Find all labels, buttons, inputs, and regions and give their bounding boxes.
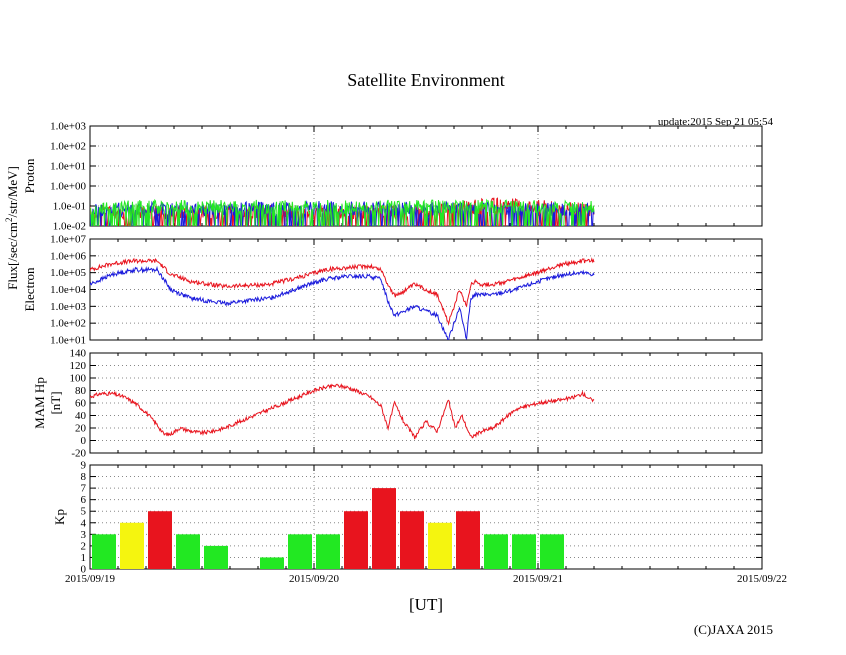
y-tick-label: 8 (81, 471, 87, 483)
kp-bar (400, 511, 424, 569)
kp-bar (288, 534, 312, 569)
x-axis-label: [UT] (409, 595, 443, 614)
y-tick-label: 1.0e+02 (50, 318, 86, 330)
y-tick-label: 1.0e+01 (50, 335, 86, 347)
series-line-blue (90, 265, 595, 340)
y-tick-label: 5 (81, 506, 87, 518)
y-tick-label: 1 (81, 552, 87, 564)
data-electron (90, 257, 595, 340)
kp-bar (316, 534, 340, 569)
y-tick-label: 60 (75, 398, 87, 410)
kp-bar (484, 534, 508, 569)
panel-ylabel: MAM Hp (32, 377, 47, 429)
kp-bar (372, 488, 396, 569)
x-tick-label: 2015/09/22 (737, 573, 787, 585)
y-tick-label: 0 (81, 564, 87, 576)
y-tick-label: 1.0e+05 (50, 267, 86, 279)
panel-proton: 1.0e-02 1.0e-01 1.0e+00 1.0e+01 1.0e+02 1.0e+… (22, 121, 763, 233)
panel-electron: 1.0e+01 1.0e+02 1.0e+03 1.0e+04 1.0e+05 1.0e+… (22, 234, 763, 347)
y-tick-label: 40 (75, 410, 87, 422)
y-tick-label: 1.0e+01 (50, 161, 86, 173)
y-tick-label: 100 (70, 373, 87, 385)
y-tick-label: 1.0e-02 (53, 221, 86, 233)
y-tick-label: 120 (70, 360, 87, 372)
y-tick-label: 1.0e+04 (50, 284, 86, 296)
kp-bar (176, 534, 200, 569)
y-tick-label: 9 (81, 460, 87, 472)
series-line-red (90, 257, 595, 326)
panel-ylabel: Proton (22, 158, 37, 193)
shared-flux-ylabel: Flux[/sec/cm2/str/MeV] (4, 166, 20, 290)
data-proton (90, 197, 595, 226)
y-tick-label: 1.0e+03 (50, 301, 86, 313)
panel-frame-kp (89, 464, 763, 570)
kp-bar (148, 511, 172, 569)
y-tick-label: 0 (81, 435, 87, 447)
y-tick-label: 20 (75, 423, 87, 435)
y-tick-label: 1.0e+03 (50, 121, 86, 133)
y-tick-label: 1.0e+02 (50, 141, 86, 153)
panel-ylabel: Electron (22, 267, 37, 312)
data-kp (92, 488, 564, 569)
y-tick-label: 4 (81, 517, 87, 529)
y-tick-label: 80 (75, 385, 87, 397)
y-tick-label: 2 (81, 540, 87, 552)
kp-bar (344, 511, 368, 569)
data-mam_hp (90, 383, 595, 440)
chart-title: Satellite Environment (347, 70, 504, 90)
y-tick-label: 1.0e+07 (50, 234, 86, 246)
y-tick-label: 140 (70, 348, 87, 360)
y-tick-label: 7 (81, 483, 87, 495)
x-tick-label: 2015/09/21 (513, 573, 563, 585)
y-tick-label: 6 (81, 494, 87, 506)
y-tick-label: 1.0e+00 (50, 181, 86, 193)
panel-ylabel-unit: [nT] (48, 391, 63, 414)
x-tick-label: 2015/09/19 (65, 573, 116, 585)
kp-bar (456, 511, 480, 569)
y-tick-label: -20 (71, 448, 86, 460)
kp-bar (92, 534, 116, 569)
kp-bar (428, 522, 452, 569)
series-line-Hp (90, 383, 595, 440)
kp-bar (204, 545, 228, 569)
y-tick-label: 1.0e+06 (50, 250, 86, 262)
y-tick-label: 3 (81, 529, 87, 541)
kp-bar (260, 557, 284, 569)
copyright: (C)JAXA 2015 (694, 622, 773, 637)
kp-bar (512, 534, 536, 569)
kp-bar (120, 522, 144, 569)
kp-bar (540, 534, 564, 569)
x-tick-label: 2015/09/20 (289, 573, 340, 585)
panel-ylabel: Kp (52, 509, 67, 525)
update-timestamp: update:2015 Sep 21 05:54 (658, 116, 774, 128)
y-tick-label: 1.0e-01 (53, 201, 86, 213)
series-line-green (90, 198, 595, 226)
